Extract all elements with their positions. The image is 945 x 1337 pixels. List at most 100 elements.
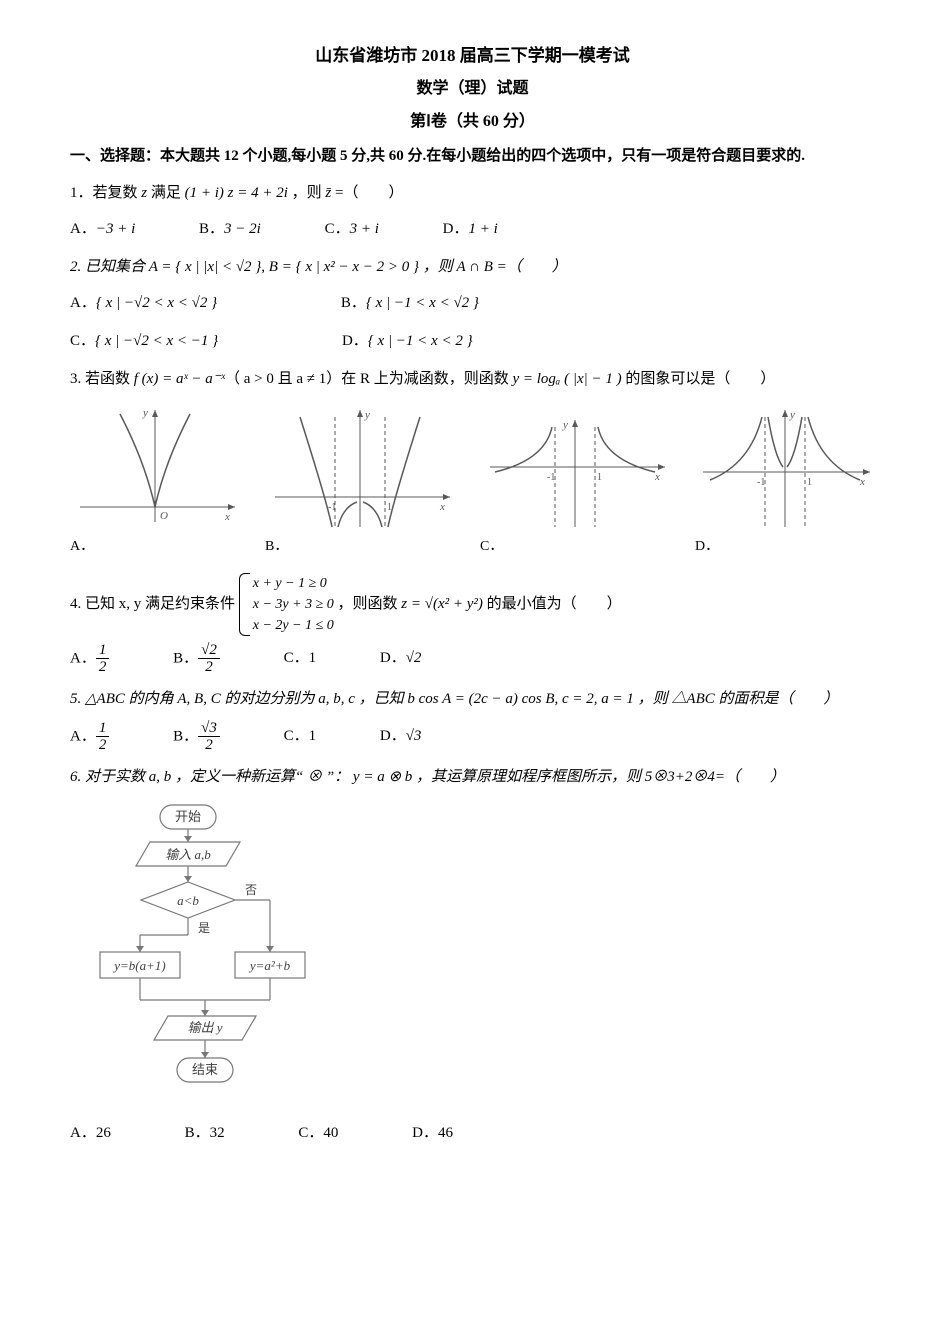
q3-graph-b: -1 1 x y B． — [265, 402, 455, 561]
q4-b-num: √2 — [198, 642, 220, 660]
q1-opt-c: C．3 + i — [325, 214, 379, 244]
q4-b-den: 2 — [198, 659, 220, 676]
q2-b-val: { x | −1 < x < √2 } — [366, 295, 479, 311]
q4-opt-d: D．√2 — [380, 643, 422, 673]
q6-text: 6. 对于实数 a, b ，定义一种新运算“ ⊗ ”： y = a ⊗ b ，其… — [70, 769, 785, 785]
q6-opt-d: D．46 — [412, 1118, 453, 1148]
graph-c-xlabel: x — [654, 471, 660, 483]
graph-c-curve-l — [495, 427, 552, 472]
q3-c-label: C． — [480, 534, 670, 561]
graph-c-ylabel: y — [562, 419, 568, 431]
q4-brace: x + y − 1 ≥ 0 x − 3y + 3 ≥ 0 x − 2y − 1 … — [239, 573, 334, 636]
q4-opt-a: A．12 — [70, 642, 109, 676]
q2-opt-c: C．{ x | −√2 < x < −1 } — [70, 326, 218, 356]
q1-text-c: ，则 — [288, 185, 326, 201]
q3-text-b: （ a > 0 且 a ≠ 1）在 R 上为减函数，则函数 — [225, 371, 513, 387]
q5-d-label: D． — [380, 728, 406, 744]
graph-a-xarrow — [228, 504, 235, 510]
graph-a-svg: O x y — [70, 402, 240, 532]
graph-d-curve-lo — [710, 417, 762, 480]
graph-b-xlabel: x — [439, 501, 445, 513]
question-4: 4. 已知 x, y 满足约束条件 x + y − 1 ≥ 0 x − 3y +… — [70, 573, 875, 636]
q6-opt-c: C．40 — [298, 1118, 338, 1148]
q4-sys1: x + y − 1 ≥ 0 — [253, 573, 334, 594]
fc-no-arrow — [266, 946, 274, 952]
q4-d-val: √2 — [406, 650, 422, 666]
q1-b-label: B． — [199, 221, 224, 237]
graph-a-ylabel: y — [142, 407, 148, 419]
graph-d-ylabel: y — [789, 409, 795, 421]
fc-right-text: y=a²+b — [248, 958, 291, 973]
q2-a-label: A． — [70, 295, 96, 311]
q5-opt-c: C．1 — [284, 721, 317, 751]
graph-d-xarrow — [863, 469, 870, 475]
q1-d-label: D． — [443, 221, 469, 237]
q4-a-num: 1 — [96, 642, 110, 660]
graph-a-yarrow — [152, 410, 158, 417]
graph-b-curve-ri — [363, 502, 382, 527]
q5-opt-b: B．√32 — [173, 720, 220, 754]
q1-a-val: −3 + i — [96, 221, 135, 237]
q5-text: 5. △ABC 的内角 A, B, C 的对边分别为 a, b, c ，已知 b… — [70, 691, 839, 707]
graph-d-xlabel: x — [859, 476, 865, 488]
graph-b-ylabel: y — [364, 409, 370, 421]
q5-opt-d: D．√3 — [380, 721, 422, 751]
q3-text-c: 的图象可以是（ ） — [622, 371, 776, 387]
q1-text-d: =（ ） — [331, 185, 403, 201]
graph-c-svg: -1 1 x y — [480, 412, 670, 532]
instructions-text: 一、选择题：本大题共 12 个小题,每小题 5 分,共 60 分.在每小题给出的… — [70, 143, 875, 170]
q2-text: 2. 已知集合 A = { x | |x| < √2 }, B = { x | … — [70, 259, 567, 275]
q4-a-label: A． — [70, 650, 96, 666]
q2-c-label: C． — [70, 333, 95, 349]
graph-a-curve-right — [155, 414, 190, 507]
q4-opt-c: C．1 — [284, 643, 317, 673]
q2-c-val: { x | −√2 < x < −1 } — [95, 333, 218, 349]
fc-end-text: 结束 — [192, 1062, 218, 1077]
graph-c-m1: -1 — [547, 472, 555, 483]
q3-a-label: A． — [70, 534, 240, 561]
q1-text-b: 满足 — [147, 185, 185, 201]
q5-options: A．12 B．√32 C．1 D．√3 — [70, 720, 875, 754]
fc-input-text: 输入 a,b — [165, 847, 211, 862]
q2-d-label: D． — [342, 333, 368, 349]
q1-eq: (1 + i) z = 4 + 2i — [185, 185, 288, 201]
q3-graph-a: O x y A． — [70, 402, 240, 561]
q3-b-label: B． — [265, 534, 455, 561]
q5-opt-a: A．12 — [70, 720, 109, 754]
q3-yx: y = logₐ ( |x| − 1 ) — [512, 371, 621, 387]
q2-options-ab: A．{ x | −√2 < x < √2 } B．{ x | −1 < x < … — [70, 288, 875, 318]
question-5: 5. △ABC 的内角 A, B, C 的对边分别为 a, b, c ，已知 b… — [70, 684, 875, 714]
q5-b-num: √3 — [198, 720, 220, 738]
graph-c-p1: 1 — [597, 472, 602, 483]
q4-text-c: 的最小值为（ ） — [483, 596, 622, 612]
q4-opt-b: B．√22 — [173, 642, 220, 676]
graph-c-xarrow — [658, 464, 665, 470]
question-6: 6. 对于实数 a, b ，定义一种新运算“ ⊗ ”： y = a ⊗ b ，其… — [70, 762, 875, 792]
q3-d-label: D． — [695, 534, 875, 561]
graph-c-curve-r — [598, 427, 655, 472]
graph-c-yarrow — [572, 420, 578, 427]
fc-cond-text: a<b — [177, 893, 199, 908]
q6-flowchart: 开始 输入 a,b a<b 是 否 y=b(a+1) y=a²+b — [90, 800, 875, 1111]
q4-text-a: 4. 已知 x, y 满足约束条件 — [70, 596, 239, 612]
q4-a-den: 2 — [96, 659, 110, 676]
graph-b-curve-li — [338, 502, 357, 527]
q1-b-val: 3 − 2i — [224, 221, 261, 237]
q5-a-label: A． — [70, 728, 96, 744]
graph-a-origin: O — [160, 510, 168, 522]
q2-a-val: { x | −√2 < x < √2 } — [96, 295, 217, 311]
q1-opt-d: D．1 + i — [443, 214, 498, 244]
graph-d-p1: 1 — [807, 477, 812, 488]
graph-b-p1: 1 — [387, 502, 392, 513]
q5-b-den: 2 — [198, 737, 220, 754]
q4-text-b: ，则函数 — [338, 596, 402, 612]
graph-b-xarrow — [443, 494, 450, 500]
q1-opt-a: A．−3 + i — [70, 214, 135, 244]
question-2: 2. 已知集合 A = { x | |x| < √2 }, B = { x | … — [70, 252, 875, 282]
page-title: 山东省潍坊市 2018 届高三下学期一模考试 — [70, 40, 875, 72]
q3-graph-c: -1 1 x y C． — [480, 412, 670, 561]
q6-opt-a: A．26 — [70, 1118, 111, 1148]
graph-a-curve-left — [120, 414, 155, 507]
graph-d-curve-ro — [808, 417, 860, 480]
page-subtitle: 数学（理）试题 — [70, 74, 875, 104]
